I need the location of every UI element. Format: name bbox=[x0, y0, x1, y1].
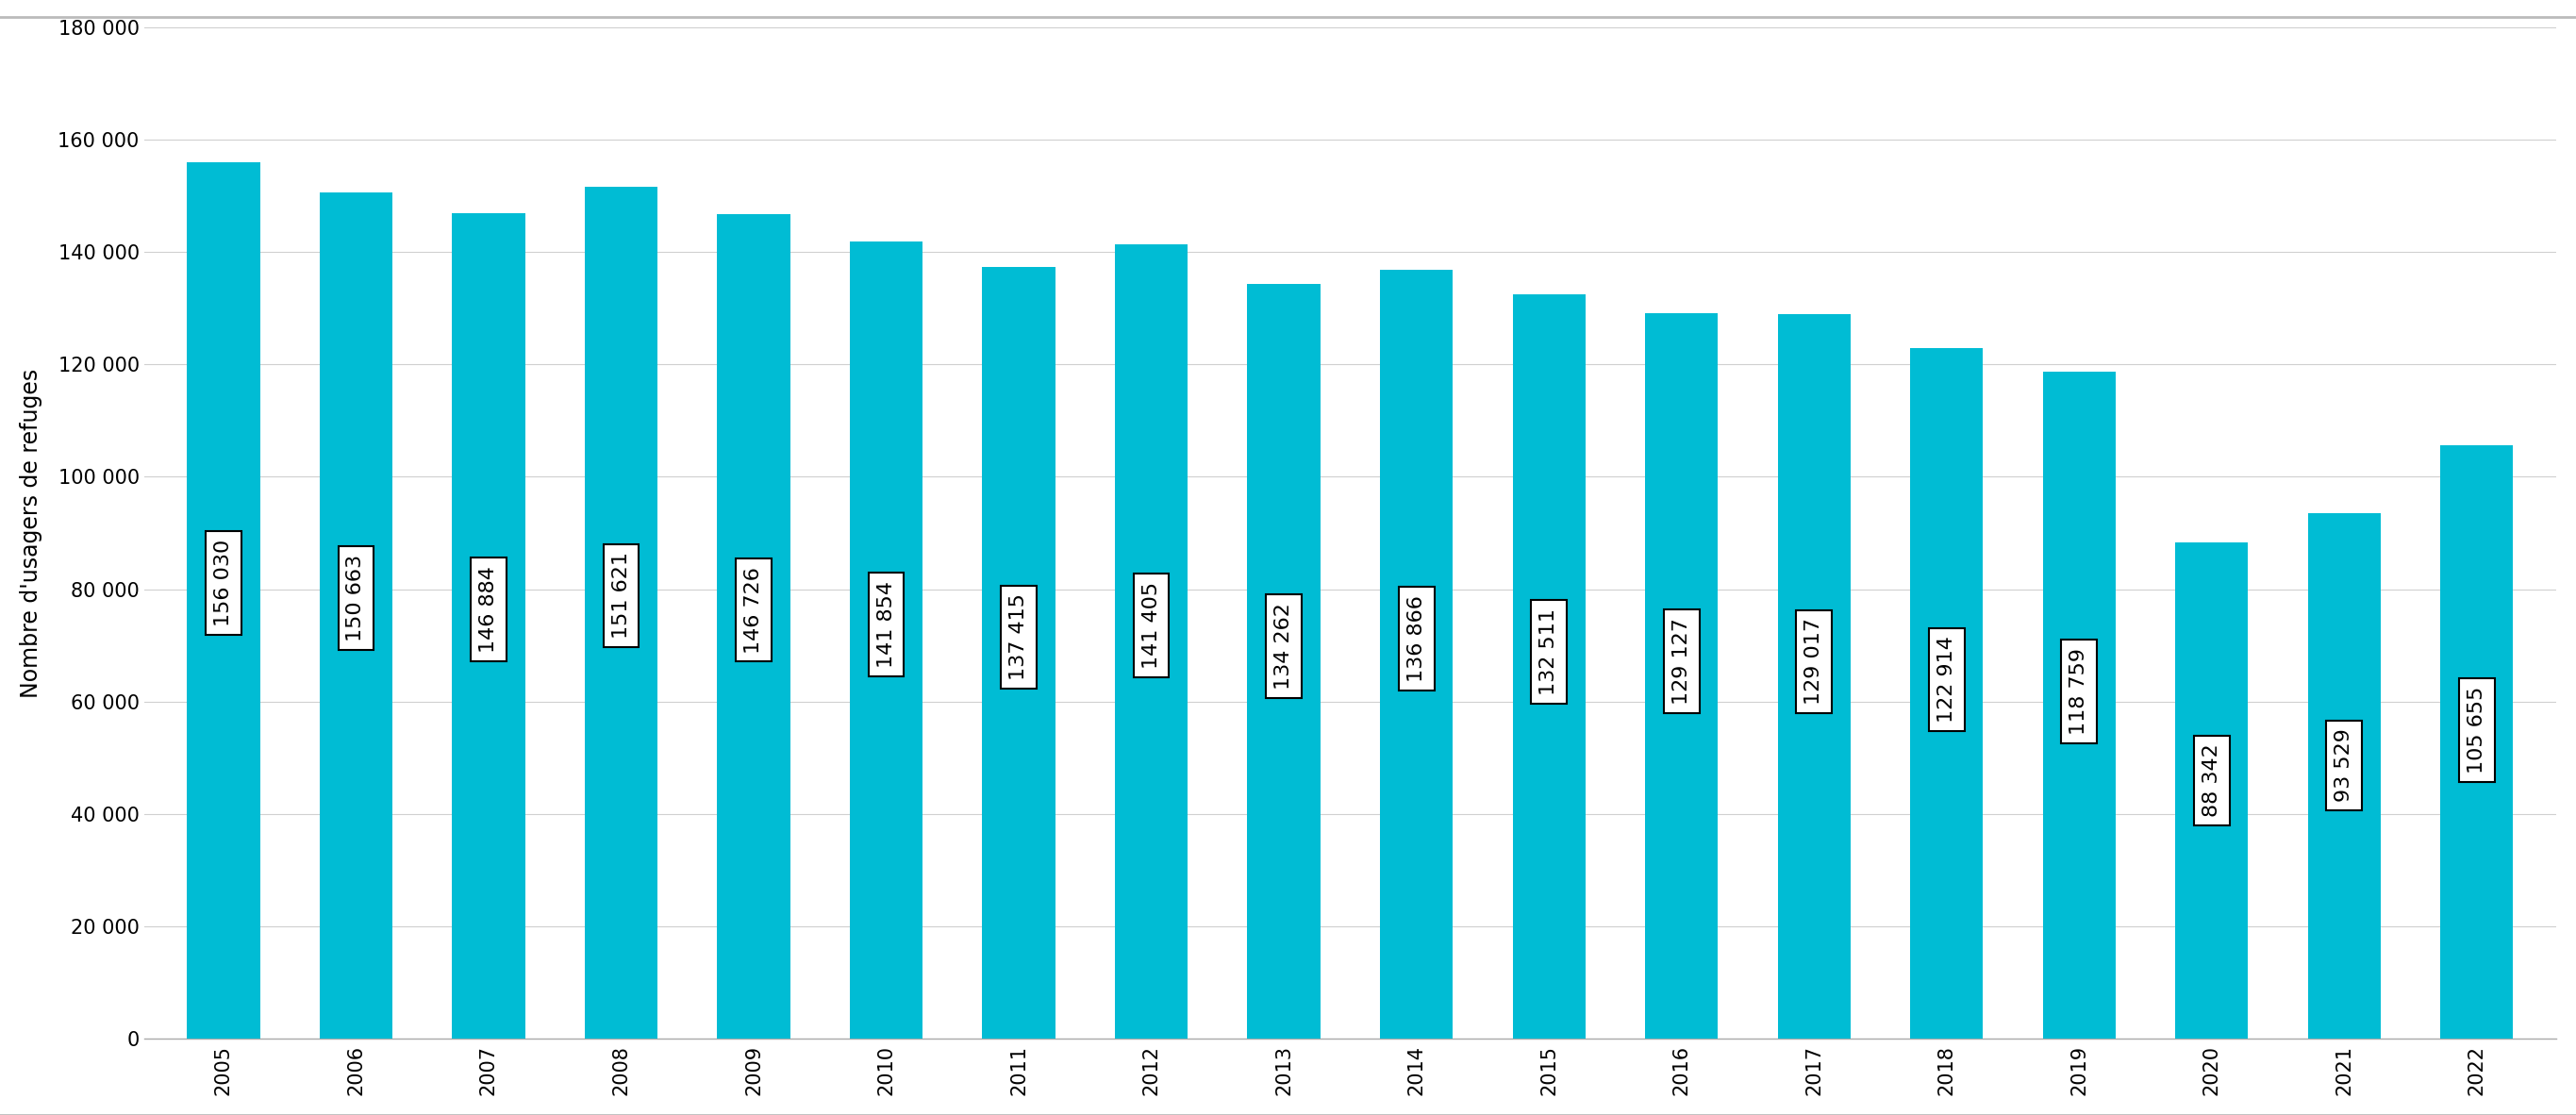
Bar bbox=[1115, 244, 1188, 1039]
Bar bbox=[188, 162, 260, 1039]
Bar bbox=[1512, 294, 1584, 1039]
Bar bbox=[1777, 313, 1850, 1039]
Bar bbox=[1646, 313, 1718, 1039]
Bar bbox=[2174, 542, 2249, 1039]
Bar bbox=[1911, 348, 1984, 1039]
Bar bbox=[453, 213, 526, 1039]
Text: 141 405: 141 405 bbox=[1141, 582, 1162, 669]
Text: 150 663: 150 663 bbox=[348, 555, 366, 642]
Bar bbox=[2308, 513, 2380, 1039]
Bar bbox=[1247, 284, 1321, 1039]
Text: 134 262: 134 262 bbox=[1275, 603, 1293, 690]
Text: 105 655: 105 655 bbox=[2468, 687, 2486, 774]
Text: 156 030: 156 030 bbox=[214, 540, 232, 627]
Bar bbox=[981, 266, 1056, 1039]
Text: 122 914: 122 914 bbox=[1937, 637, 1955, 723]
Text: 118 759: 118 759 bbox=[2069, 648, 2089, 735]
Text: 137 415: 137 415 bbox=[1010, 594, 1028, 680]
Bar bbox=[2439, 445, 2514, 1039]
Text: 151 621: 151 621 bbox=[611, 552, 631, 639]
Bar bbox=[716, 214, 791, 1039]
Text: 132 511: 132 511 bbox=[1540, 608, 1558, 695]
Bar bbox=[850, 242, 922, 1039]
Text: 88 342: 88 342 bbox=[2202, 744, 2221, 817]
Y-axis label: Nombre d'usagers de refuges: Nombre d'usagers de refuges bbox=[21, 368, 41, 698]
Text: 129 017: 129 017 bbox=[1806, 619, 1824, 705]
Text: 146 884: 146 884 bbox=[479, 566, 497, 652]
Bar bbox=[2043, 371, 2115, 1039]
Text: 146 726: 146 726 bbox=[744, 566, 762, 653]
Text: 136 866: 136 866 bbox=[1406, 595, 1427, 682]
Text: 141 854: 141 854 bbox=[876, 581, 896, 668]
Bar bbox=[1381, 270, 1453, 1039]
Text: 93 529: 93 529 bbox=[2334, 729, 2354, 802]
Text: 129 127: 129 127 bbox=[1672, 618, 1690, 705]
Bar bbox=[585, 186, 657, 1039]
Bar bbox=[319, 192, 392, 1039]
